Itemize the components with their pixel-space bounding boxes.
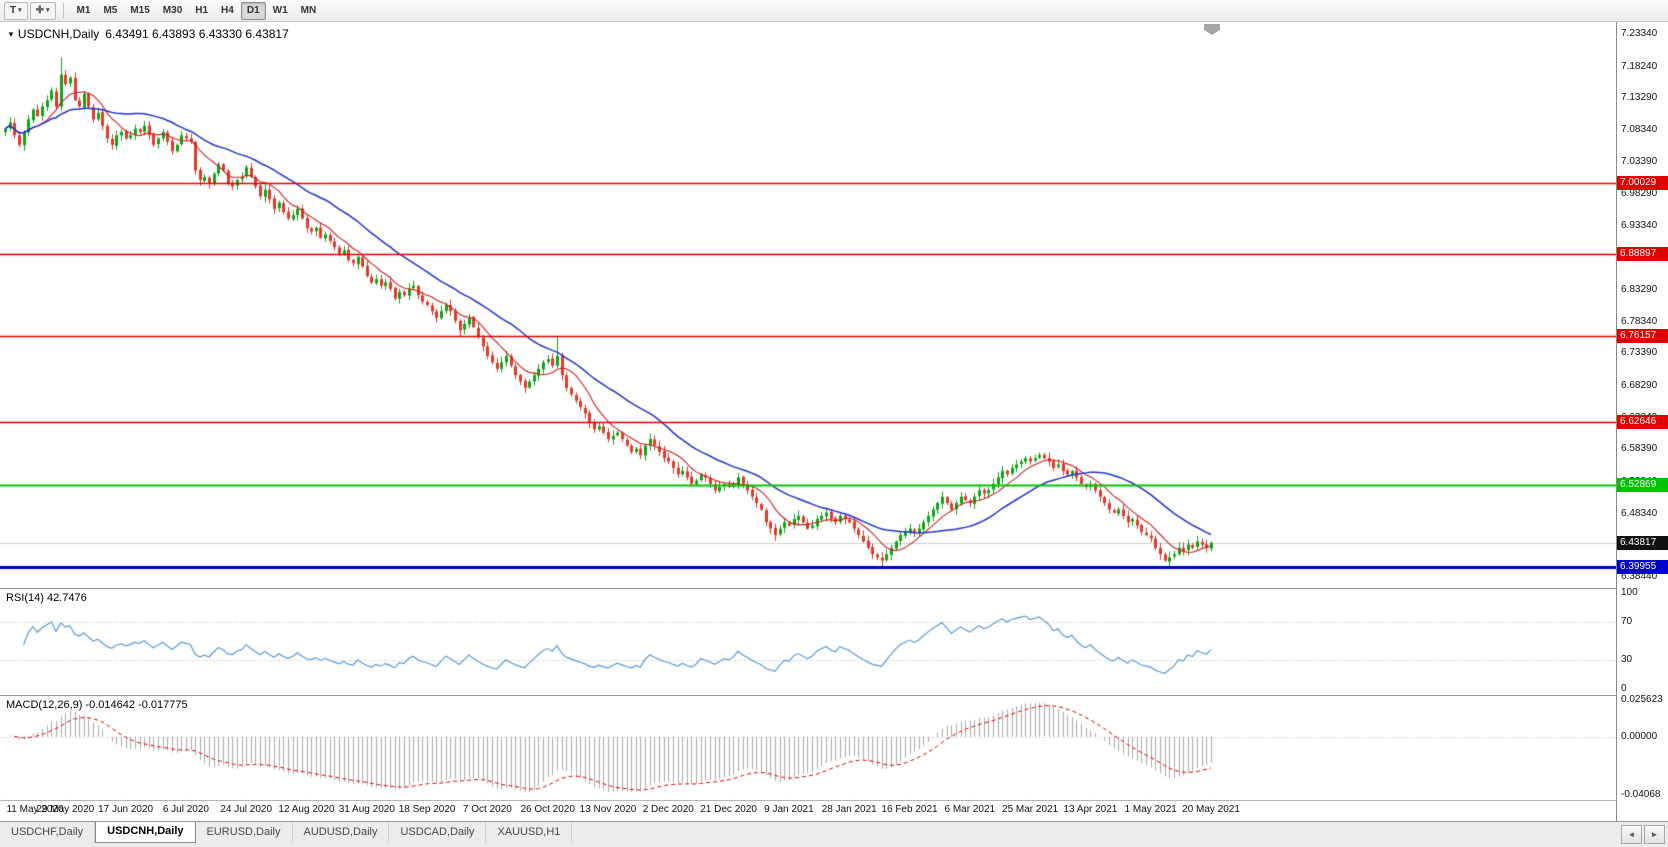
time-axis-label: 7 Oct 2020 <box>462 804 512 815</box>
rsi-indicator-label: RSI(14) 42.7476 <box>6 592 87 604</box>
time-axis-label: 6 Jul 2020 <box>162 804 209 815</box>
timeframe-m5-button[interactable]: M5 <box>103 5 118 16</box>
time-axis-label: 13 Apr 2021 <box>1063 804 1118 815</box>
current-price-tag: 6.43817 <box>1617 535 1668 550</box>
time-axis-label: 11 May 2020 <box>6 804 64 815</box>
timeframe-w1-button[interactable]: W1 <box>272 5 288 16</box>
pane-separator-rsi[interactable] <box>0 588 1668 589</box>
price-axis-label: 7.13290 <box>1621 92 1658 104</box>
time-axis-label: 28 Jan 2021 <box>821 804 877 815</box>
toolbar-separator <box>62 3 64 18</box>
arrow-right-icon: ► <box>1650 830 1659 839</box>
cursor-tools-button[interactable]: ✚ ▾ <box>29 1 56 20</box>
time-axis-label: 16 Feb 2021 <box>881 804 938 815</box>
crosshair-icon: ✚ <box>35 4 45 16</box>
rsi-axis-label: 100 <box>1621 587 1638 598</box>
rsi-axis-label: 0 <box>1621 683 1627 694</box>
chart-tab-xauusd[interactable]: XAUUSD,H1 <box>486 822 573 843</box>
time-axis-label: 1 May 2021 <box>1124 804 1177 815</box>
time-axis-label: 2 Dec 2020 <box>642 804 694 815</box>
time-axis-label: 6 Mar 2021 <box>944 804 996 815</box>
price-level-tag: 6.88897 <box>1617 247 1668 262</box>
time-axis-label: 20 May 2021 <box>1182 804 1240 815</box>
chart-tab-usdcnh[interactable]: USDCNH,Daily <box>95 822 196 843</box>
tab-scrollbar: ◄ ► <box>1621 825 1665 844</box>
chart-ohlc-values: 6.43491 6.43893 6.43330 6.43817 <box>105 27 289 41</box>
price-axis-label: 7.03390 <box>1621 155 1658 167</box>
price-axis-label: 7.23340 <box>1621 28 1658 39</box>
time-axis-label: 17 Jun 2020 <box>98 804 154 815</box>
price-axis-label: 6.73390 <box>1621 347 1658 359</box>
rsi-axis-label: 30 <box>1621 654 1633 666</box>
time-axis-separator <box>0 800 1668 801</box>
time-axis-label: 31 Aug 2020 <box>338 804 395 815</box>
price-axis-label: 6.58390 <box>1621 443 1658 455</box>
time-axis-label: 13 Nov 2020 <box>579 804 637 815</box>
price-axis-label: 6.98290 <box>1621 188 1658 200</box>
chart-tab-bar: USDCHF,Daily USDCNH,Daily EURUSD,Daily AUDU… <box>0 821 1668 847</box>
tabs-scroll-right-button[interactable]: ► <box>1644 825 1665 844</box>
templates-label: T <box>10 5 17 16</box>
time-axis-label: 9 Jan 2021 <box>764 804 814 815</box>
timeframe-mn-button[interactable]: MN <box>300 5 317 16</box>
time-axis-label: 24 Jul 2020 <box>220 804 273 815</box>
timeframe-button-group: M1 M5 M15 M30 H1 H4 D1 W1 MN <box>71 1 323 20</box>
price-axis-label: 6.38440 <box>1621 571 1658 582</box>
chart-tabs: USDCHF,Daily USDCNH,Daily EURUSD,Daily AUDU… <box>0 822 1668 847</box>
chart-tab-usdchf[interactable]: USDCHF,Daily <box>0 822 96 843</box>
macd-indicator-label: MACD(12,26,9) -0.014642 -0.017775 <box>6 699 188 711</box>
price-level-tag: 7.00029 <box>1617 176 1668 191</box>
price-axis[interactable]: 7.23340 7.18240 7.13290 7.08340 7.03390 6.982… <box>1617 22 1668 821</box>
price-axis-label: 6.93340 <box>1621 219 1658 231</box>
rsi-axis-label: 70 <box>1621 615 1633 627</box>
macd-axis-label: 0.00000 <box>1621 730 1658 742</box>
price-axis-label: 7.08340 <box>1621 123 1658 135</box>
chart-title: ▼ USDCNH,Daily 6.43491 6.43893 6.43330 6.4… <box>7 27 289 41</box>
timeframe-m1-button[interactable]: M1 <box>76 5 91 16</box>
price-axis-label: 6.68290 <box>1621 380 1658 392</box>
timeframe-d1-button[interactable]: D1 <box>240 1 266 20</box>
chart-tab-audusd[interactable]: AUDUSD,Daily <box>293 822 390 843</box>
caret-down-icon: ▾ <box>18 7 22 14</box>
time-axis-label: 21 Dec 2020 <box>700 804 757 815</box>
time-axis-label: 25 Mar 2021 <box>1002 804 1059 815</box>
chart-shift-marker[interactable] <box>1204 24 1220 35</box>
tabs-scroll-left-button[interactable]: ◄ <box>1621 825 1642 844</box>
chart-tab-usdcad[interactable]: USDCAD,Daily <box>389 822 487 843</box>
time-axis-label: 29 May 2020 <box>36 804 95 815</box>
toolbar: T ▾ ✚ ▾ M1 M5 M15 M30 H1 H4 D1 W1 MN <box>0 0 1668 22</box>
price-level-tag: 6.39955 <box>1617 560 1668 575</box>
timeframe-h4-button[interactable]: H4 <box>221 5 234 16</box>
templates-button[interactable]: T ▾ <box>4 1 28 20</box>
price-axis-label: 6.83290 <box>1621 284 1658 296</box>
timeframe-m15-button[interactable]: M15 <box>130 5 150 16</box>
timeframe-h1-button[interactable]: H1 <box>195 5 209 16</box>
price-axis-label: 6.78340 <box>1621 315 1658 327</box>
price-axis-border <box>1616 22 1617 821</box>
price-level-tag: 6.76157 <box>1617 328 1668 343</box>
price-axis-label: 6.48340 <box>1621 507 1658 519</box>
price-level-tag: 6.52869 <box>1617 477 1668 492</box>
price-axis-label: 7.18240 <box>1621 60 1658 72</box>
timeframe-m30-button[interactable]: M30 <box>162 5 183 16</box>
macd-axis-label: -0.04068 <box>1621 789 1661 800</box>
time-axis-label: 26 Oct 2020 <box>520 804 575 815</box>
pane-separator-macd[interactable] <box>0 695 1668 696</box>
chart-tab-eurusd[interactable]: EURUSD,Daily <box>196 822 293 843</box>
price-level-tag: 6.62646 <box>1617 415 1668 430</box>
chart-symbol-period: USDCNH,Daily <box>17 27 100 41</box>
time-axis[interactable]: 11 May 2020 29 May 2020 17 Jun 2020 6 Jul 2… <box>0 800 1616 821</box>
time-axis-label: 18 Sep 2020 <box>398 804 456 815</box>
symbol-marker-icon: ▼ <box>7 30 15 39</box>
caret-down-icon: ▾ <box>46 7 50 14</box>
macd-axis-label: 0.025623 <box>1621 694 1663 705</box>
time-axis-label: 12 Aug 2020 <box>278 804 335 815</box>
arrow-left-icon: ◄ <box>1627 830 1636 839</box>
